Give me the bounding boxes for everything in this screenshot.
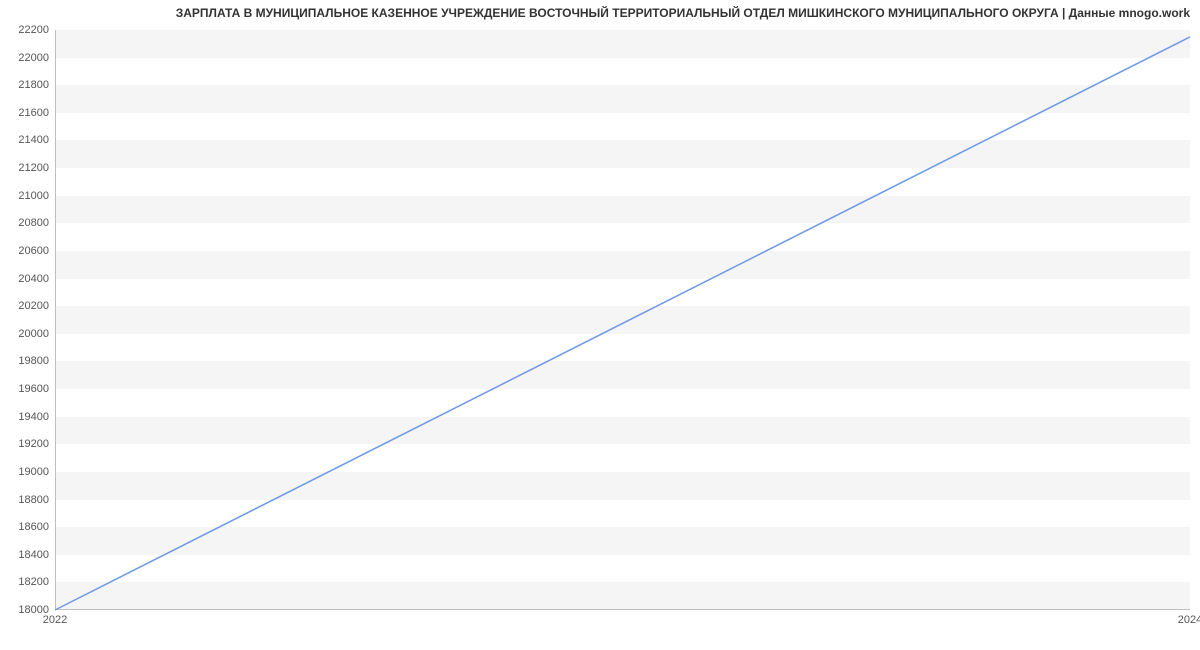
chart-title: ЗАРПЛАТА В МУНИЦИПАЛЬНОЕ КАЗЕННОЕ УЧРЕЖД… xyxy=(10,6,1190,20)
y-tick-label: 19000 xyxy=(18,466,49,478)
y-tick-label: 19600 xyxy=(18,383,49,395)
y-tick-label: 20800 xyxy=(18,217,49,229)
chart-container: ЗАРПЛАТА В МУНИЦИПАЛЬНОЕ КАЗЕННОЕ УЧРЕЖД… xyxy=(0,0,1200,650)
y-tick-label: 19400 xyxy=(18,411,49,423)
y-tick-label: 21600 xyxy=(18,107,49,119)
plot-area: 1800018200184001860018800190001920019400… xyxy=(55,30,1190,610)
y-tick-label: 22200 xyxy=(18,24,49,36)
series-salary xyxy=(55,37,1190,610)
y-tick-label: 21000 xyxy=(18,190,49,202)
line-layer xyxy=(55,30,1190,610)
y-tick-label: 20600 xyxy=(18,245,49,257)
y-tick-label: 21200 xyxy=(18,162,49,174)
y-tick-label: 20000 xyxy=(18,328,49,340)
x-tick-label: 2022 xyxy=(43,614,67,626)
y-tick-label: 19800 xyxy=(18,355,49,367)
y-tick-label: 18200 xyxy=(18,576,49,588)
y-tick-label: 18600 xyxy=(18,521,49,533)
y-tick-label: 22000 xyxy=(18,52,49,64)
y-tick-label: 20200 xyxy=(18,300,49,312)
x-tick-label: 2024 xyxy=(1178,614,1200,626)
y-tick-label: 19200 xyxy=(18,438,49,450)
y-tick-label: 18400 xyxy=(18,549,49,561)
y-tick-label: 21400 xyxy=(18,134,49,146)
y-tick-label: 18800 xyxy=(18,494,49,506)
y-tick-label: 21800 xyxy=(18,79,49,91)
y-tick-label: 20400 xyxy=(18,273,49,285)
